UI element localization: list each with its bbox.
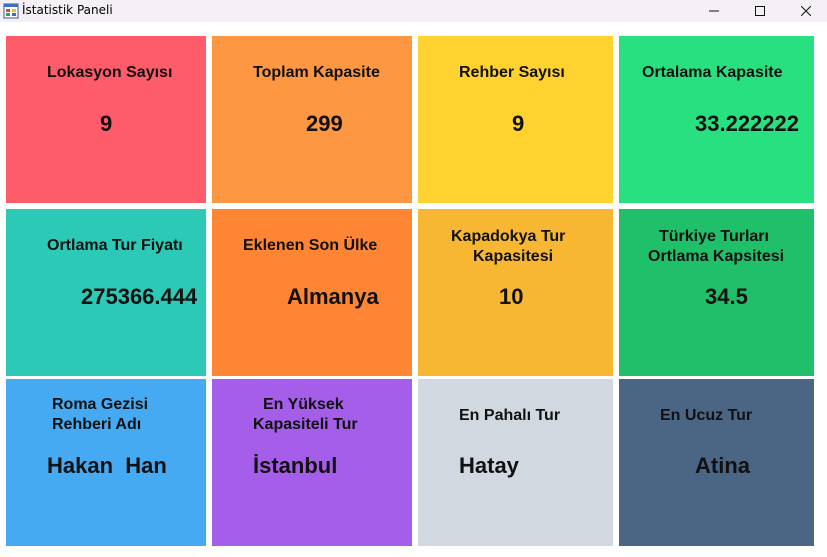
minimize-icon bbox=[709, 10, 719, 12]
tile-label: Eklenen Son Ülke bbox=[243, 237, 378, 254]
tile-value: Hatay bbox=[459, 453, 519, 478]
tile-most-expensive-tour: En Pahalı Tur Hatay bbox=[418, 379, 613, 546]
tile-label-line2: Kapasitesi bbox=[473, 248, 554, 265]
tile-label: Ortlama Tur Fiyatı bbox=[47, 237, 183, 254]
maximize-icon bbox=[755, 6, 765, 16]
tile-label: Ortalama Kapasite bbox=[642, 64, 783, 81]
tile-value: İstanbul bbox=[253, 453, 338, 478]
tile-label-line2: Rehberi Adı bbox=[52, 416, 142, 433]
tile-value: 275366.444 bbox=[81, 284, 198, 309]
tile-total-capacity: Toplam Kapasite 299 bbox=[212, 36, 412, 203]
tile-label: Toplam Kapasite bbox=[253, 64, 380, 81]
tile-value: Hakan Han bbox=[47, 453, 167, 478]
title-bar[interactable]: İstatistik Paneli bbox=[0, 0, 827, 22]
minimize-button[interactable] bbox=[691, 0, 737, 22]
tile-value: 33.222222 bbox=[695, 111, 799, 136]
tile-label-line1: En Yüksek bbox=[263, 396, 344, 413]
tile-label: En Pahalı Tur bbox=[459, 407, 561, 424]
form-area: Lokasyon Sayısı 9 Toplam Kapasite 299 Re… bbox=[0, 22, 827, 557]
tile-location-count: Lokasyon Sayısı 9 bbox=[6, 36, 206, 203]
tile-average-capacity: Ortalama Kapasite 33.222222 bbox=[619, 36, 814, 203]
maximize-button[interactable] bbox=[737, 0, 783, 22]
tile-label-line2: Ortlama Kapsitesi bbox=[648, 248, 785, 265]
close-button[interactable] bbox=[783, 0, 827, 22]
tile-value: Atina bbox=[695, 453, 750, 478]
tile-label: Rehber Sayısı bbox=[459, 64, 565, 81]
tile-last-added-country: Eklenen Son Ülke Almanya bbox=[212, 209, 412, 376]
tile-label-line1: Kapadokya Tur bbox=[451, 228, 566, 245]
tile-value: Almanya bbox=[287, 284, 379, 309]
tile-average-tour-price: Ortlama Tur Fiyatı 275366.444 bbox=[6, 209, 206, 376]
tile-cappadocia-capacity: Kapadokya Tur Kapasitesi 10 bbox=[418, 209, 613, 376]
tile-value: 299 bbox=[306, 111, 343, 136]
tile-value: 9 bbox=[100, 111, 113, 136]
close-icon bbox=[801, 6, 811, 16]
tile-cheapest-tour: En Ucuz Tur Atina bbox=[619, 379, 814, 546]
tile-value: 34.5 bbox=[705, 284, 748, 309]
tile-value: 10 bbox=[499, 284, 524, 309]
app-icon bbox=[3, 3, 19, 19]
tile-turkey-tours-avg-capacity: Türkiye Turları Ortlama Kapsitesi 34.5 bbox=[619, 209, 814, 376]
tile-label: Lokasyon Sayısı bbox=[47, 64, 173, 81]
tile-label-line2: Kapasiteli Tur bbox=[253, 416, 358, 433]
tile-guide-count: Rehber Sayısı 9 bbox=[418, 36, 613, 203]
tile-value: 9 bbox=[512, 111, 525, 136]
tile-rome-guide-name: Roma Gezisi Rehberi Adı Hakan Han bbox=[6, 379, 206, 546]
tile-label-line1: Türkiye Turları bbox=[659, 228, 769, 245]
tile-label-line1: Roma Gezisi bbox=[52, 396, 149, 413]
window-title: İstatistik Paneli bbox=[22, 3, 113, 17]
tile-highest-capacity-tour: En Yüksek Kapasiteli Tur İstanbul bbox=[212, 379, 412, 546]
tile-label: En Ucuz Tur bbox=[660, 407, 753, 424]
